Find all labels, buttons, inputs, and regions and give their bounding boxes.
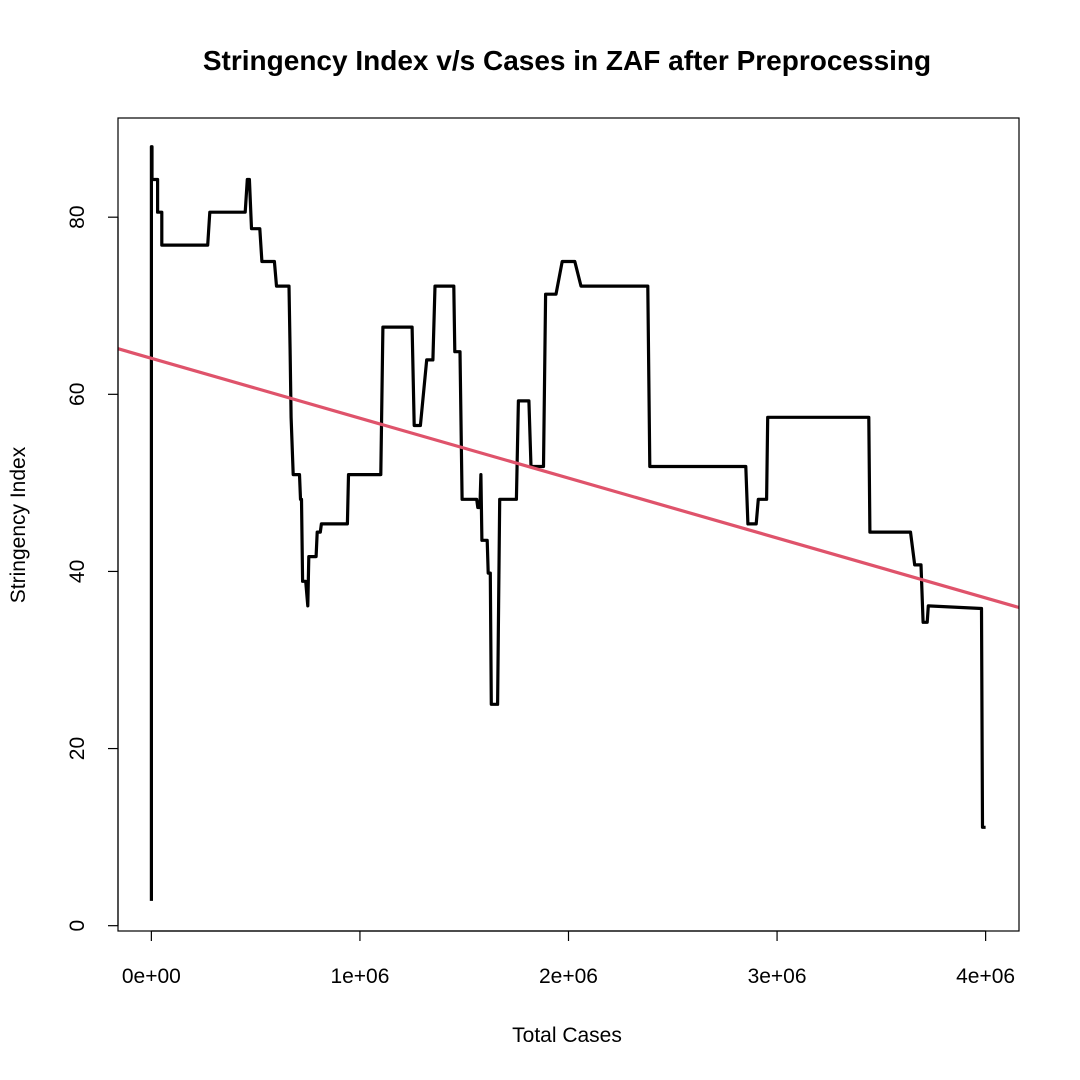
stringency-step-line xyxy=(149,145,986,901)
x-tick-label: 0e+00 xyxy=(122,965,181,988)
y-axis-label: Stringency Index xyxy=(7,446,30,603)
y-tick-label: 40 xyxy=(66,560,89,583)
x-tick-label: 2e+06 xyxy=(539,965,598,988)
x-tick-label: 3e+06 xyxy=(748,965,807,988)
chart-title: Stringency Index v/s Cases in ZAF after … xyxy=(203,45,931,76)
x-tick-label: 1e+06 xyxy=(330,965,389,988)
y-axis: 0 20 40 60 80 xyxy=(66,206,119,932)
y-tick-label: 60 xyxy=(66,383,89,406)
y-tick-label: 0 xyxy=(66,920,89,932)
y-tick-label: 80 xyxy=(66,206,89,229)
plot-area xyxy=(117,145,1020,901)
x-axis-label: Total Cases xyxy=(512,1024,622,1047)
x-axis: 0e+00 1e+06 2e+06 3e+06 4e+06 xyxy=(122,930,1015,988)
regression-line xyxy=(117,347,1020,610)
x-tick-label: 4e+06 xyxy=(956,965,1015,988)
y-tick-label: 20 xyxy=(66,737,89,760)
